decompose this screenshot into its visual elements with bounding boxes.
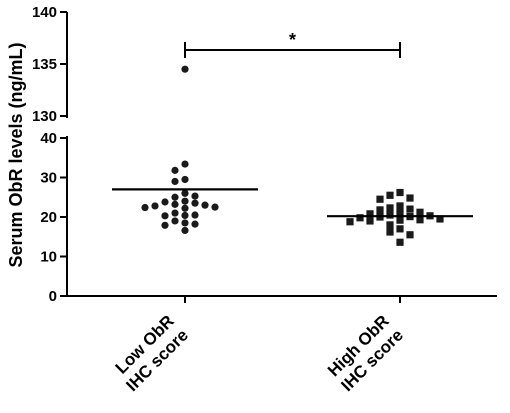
data-point-circle (181, 65, 189, 73)
data-point-circle (181, 219, 189, 227)
data-point-square (406, 205, 414, 213)
data-point-square (386, 211, 394, 219)
y-tick-label: 0 (49, 288, 57, 305)
data-point-square (386, 191, 394, 199)
data-point-circle (211, 203, 219, 211)
data-point-circle (171, 217, 179, 225)
data-point-square (366, 217, 374, 225)
significance-bar: * (184, 30, 401, 58)
data-point-square (356, 214, 364, 222)
x-category-labels: Low ObRIHC score High ObRIHC score (108, 311, 407, 395)
data-point-square (386, 204, 394, 212)
data-point-square (416, 216, 424, 224)
data-point-square (386, 228, 394, 236)
y-tick-label: 40 (40, 130, 57, 147)
data-point-circle (171, 166, 179, 174)
y-axis-title: Serum ObR levels (ng/mL) (6, 42, 26, 267)
y-tick-label: 20 (40, 209, 57, 226)
data-point-circle (181, 226, 189, 235)
data-point-square (396, 202, 404, 210)
data-point-circle (181, 211, 189, 220)
data-point-circle (181, 204, 189, 212)
data-point-circle (171, 177, 179, 186)
data-point-circle (171, 209, 179, 217)
data-point-circle (161, 198, 169, 206)
data-point-square (396, 238, 404, 246)
data-point-circle (161, 212, 169, 220)
data-point-square (376, 206, 384, 214)
y-tick-label: 140 (32, 4, 57, 21)
data-point-square (406, 194, 414, 202)
x-category-label: Low ObRIHC score (108, 311, 192, 395)
data-point-circle (181, 160, 189, 168)
data-point-circle (201, 201, 209, 209)
data-point-square (366, 210, 374, 218)
data-point-circle (181, 175, 189, 184)
data-point-square (406, 231, 414, 239)
y-ticks: 0 10 20 30 40 130 135 140 (32, 4, 67, 305)
data-point-circle (141, 203, 149, 212)
data-point-square (396, 188, 404, 197)
data-point-square (416, 208, 424, 216)
data-point-square (396, 225, 404, 233)
data-point-circle (191, 211, 199, 219)
y-tick-label: 135 (32, 56, 57, 73)
x-category-label: High ObRIHC score (323, 311, 407, 395)
data-point-circle (151, 202, 159, 210)
y-tick-label: 10 (40, 249, 57, 266)
data-point-square (396, 216, 404, 224)
data-point-circle (191, 199, 199, 207)
data-point-square (396, 209, 404, 217)
data-point-square (436, 215, 444, 223)
axes (66, 12, 497, 303)
y-tick-label: 130 (32, 108, 57, 125)
data-point-circle (181, 197, 189, 205)
y-tick-label: 30 (40, 170, 57, 187)
data-point-circle (171, 200, 179, 208)
data-point-square (376, 195, 384, 203)
data-point-square (346, 218, 354, 226)
data-point-circle (161, 221, 169, 229)
data-point-circle (181, 189, 189, 197)
data-points (141, 65, 444, 246)
data-point-square (386, 221, 394, 229)
mean-lines (112, 188, 473, 218)
data-point-circle (171, 193, 179, 201)
data-point-circle (191, 192, 199, 200)
data-point-circle (191, 220, 199, 228)
significance-label: * (289, 30, 296, 50)
